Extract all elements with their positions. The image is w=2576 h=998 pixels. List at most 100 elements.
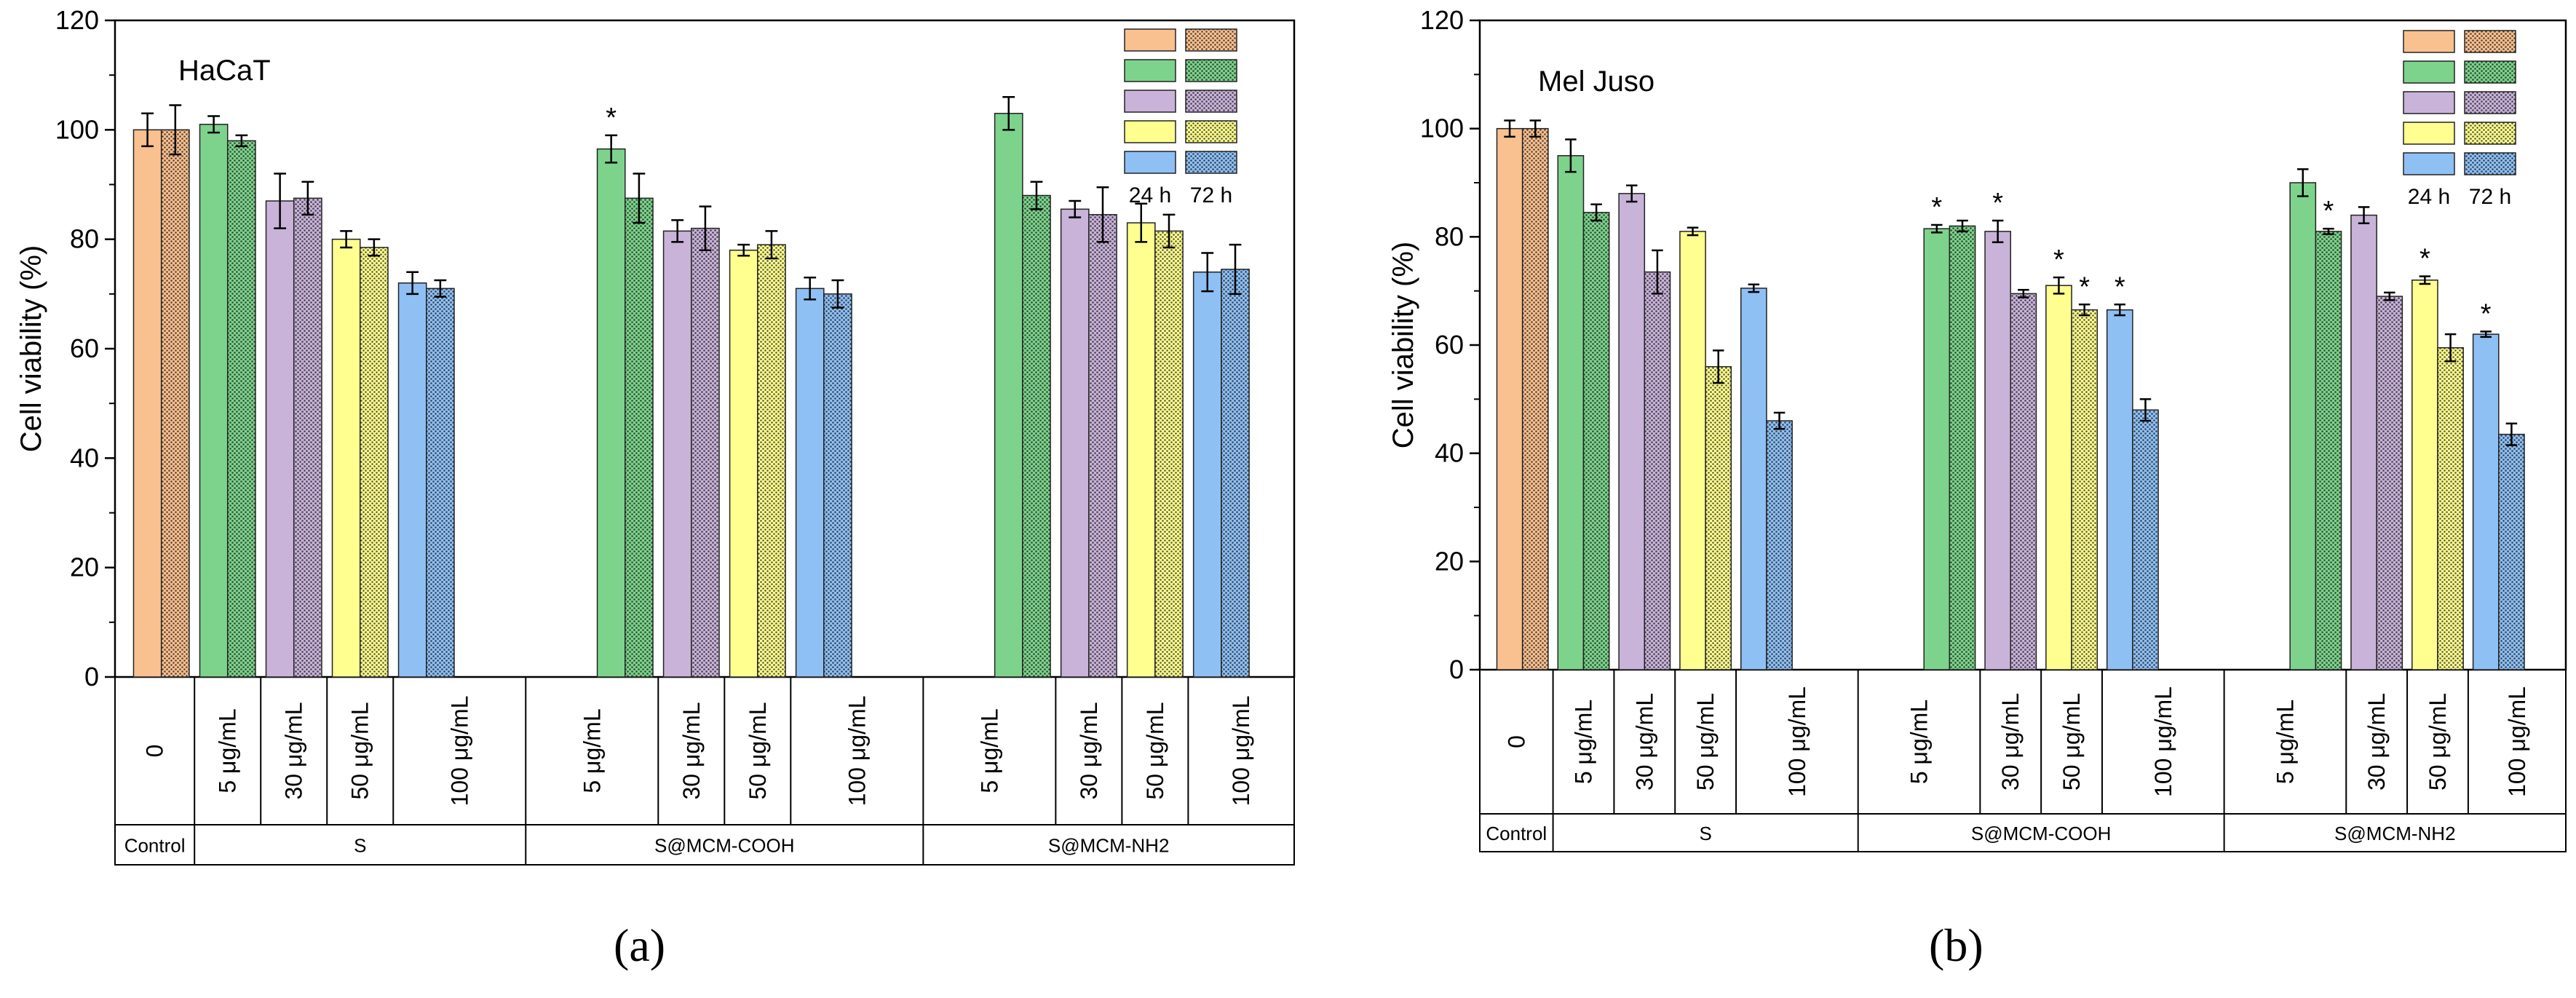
y-tick-label: 60: [70, 333, 99, 363]
category-label: 5 μg/mL: [579, 708, 605, 793]
bar-24h: [1192, 272, 1222, 678]
bar-24h: [1060, 208, 1090, 678]
significance-star: *: [2481, 298, 2492, 329]
y-tick-label: 60: [1435, 330, 1464, 360]
legend-swatch-72h: [2464, 30, 2516, 53]
legend-label-24h: 24 h: [2408, 185, 2450, 209]
bar-72h: [691, 227, 720, 678]
bar-72h: [359, 247, 389, 678]
legend-swatch-72h: [1185, 90, 1237, 113]
bar-72h: [625, 197, 654, 678]
legend-swatch-24h: [1124, 120, 1176, 143]
y-tick-label: 0: [84, 662, 99, 692]
group-label: Control: [124, 835, 186, 857]
category-label: 30 μg/mL: [281, 702, 307, 799]
bar-72h: [1221, 269, 1250, 678]
y-tick-label: 20: [1435, 546, 1464, 576]
bar-72h: [2010, 293, 2037, 670]
bar-72h: [2132, 409, 2159, 670]
group-label: S: [1699, 823, 1711, 844]
bar-24h: [1923, 228, 1951, 670]
bar-24h: [596, 148, 626, 678]
y-tick-label: 20: [70, 553, 99, 582]
significance-star: *: [2420, 244, 2430, 274]
category-label: 5 μg/mL: [1906, 700, 1933, 784]
category-label: 0: [1503, 735, 1529, 748]
bar-24h: [331, 238, 361, 678]
category-label: 30 μg/mL: [1076, 702, 1102, 799]
bar-72h: [1582, 212, 1610, 670]
category-label: 5 μg/mL: [1570, 700, 1596, 784]
significance-star: *: [2053, 245, 2064, 275]
significance-star: *: [606, 103, 617, 133]
bar-24h: [2472, 333, 2500, 670]
legend-swatch-24h: [2403, 30, 2455, 53]
chart-title: HaCaT: [178, 55, 271, 87]
bar-72h: [293, 197, 322, 678]
bar-24h: [1496, 127, 1523, 670]
bar-24h: [1557, 155, 1585, 670]
category-label: 50 μg/mL: [347, 702, 373, 799]
group-label: S@MCM-NH2: [1048, 835, 1170, 857]
group-label: S@MCM-COOH: [1971, 823, 2112, 844]
category-label: 100 μg/mL: [446, 696, 472, 807]
bar-72h: [1154, 230, 1184, 678]
significance-star: *: [1992, 188, 2003, 218]
legend-swatch-72h: [1185, 120, 1237, 143]
significance-star: *: [2323, 196, 2334, 226]
bar-72h: [2071, 309, 2099, 670]
bar-72h: [226, 140, 256, 678]
bar-24h: [2350, 214, 2377, 670]
category-table: Control S S@MCM-COOH S@MCM-NH2 0 5 μg/mL 30 μg…: [1479, 669, 2567, 852]
bar-72h: [160, 129, 190, 678]
bar-24h: [795, 288, 825, 678]
legend-swatch-24h: [1124, 90, 1176, 113]
bar-24h: [132, 129, 162, 678]
bar-24h: [1126, 222, 1156, 678]
category-label: 30 μg/mL: [1631, 693, 1657, 791]
bar-24h: [1984, 231, 2011, 670]
legend-swatch-72h: [2464, 91, 2516, 114]
category-label: 0: [142, 745, 168, 758]
legend-swatch-72h: [1185, 59, 1237, 82]
bar-24h: [2289, 182, 2317, 670]
bar-72h: [2315, 231, 2342, 670]
category-label: 50 μg/mL: [745, 702, 771, 799]
bar-24h: [1740, 288, 1767, 670]
caption-a: (a): [614, 919, 666, 971]
group-label: S: [354, 835, 366, 857]
y-tick-label: 100: [1420, 114, 1464, 143]
legend-swatch-24h: [2403, 122, 2455, 145]
legend-swatch-24h: [2403, 60, 2455, 84]
y-axis-label: Cell viability (%): [15, 245, 47, 453]
bar-72h: [1705, 365, 1732, 670]
legend-swatch-24h: [2403, 91, 2455, 114]
bar-24h: [729, 249, 758, 678]
bar-72h: [426, 288, 455, 678]
y-tick-label: 40: [1435, 438, 1464, 468]
group-label: S@MCM-NH2: [2334, 823, 2456, 844]
category-table: Control S S@MCM-COOH S@MCM-NH2 0 5 μg/mL 30 μg…: [114, 676, 1295, 866]
panel-b-chart: 0 20 40 60 80 100 120 Cell viability (%) Mel Jus…: [1387, 5, 2567, 852]
bar-24h: [662, 230, 692, 678]
category-label: 100 μg/mL: [1228, 696, 1254, 807]
y-tick-label: 120: [1420, 5, 1464, 35]
bar-72h: [1949, 225, 1976, 670]
category-label: 100 μg/mL: [1784, 686, 1810, 797]
category-label: 30 μg/mL: [678, 702, 705, 799]
chart-title: Mel Juso: [1538, 66, 1654, 98]
bars: *: [132, 95, 1250, 678]
group-label: Control: [1486, 823, 1547, 844]
caption-b: (b): [1929, 919, 1983, 971]
bar-72h: [1022, 194, 1051, 678]
bar-24h: [2106, 309, 2133, 670]
legend-swatch-24h: [1124, 151, 1176, 174]
y-tick-label: 40: [70, 443, 99, 472]
legend: 24 h 72 h: [2403, 30, 2516, 209]
category-label: 50 μg/mL: [1142, 702, 1168, 799]
category-label: 100 μg/mL: [2150, 686, 2176, 797]
bar-72h: [1088, 214, 1117, 678]
group-label: S@MCM-COOH: [654, 835, 795, 857]
legend-swatch-72h: [2464, 152, 2516, 175]
